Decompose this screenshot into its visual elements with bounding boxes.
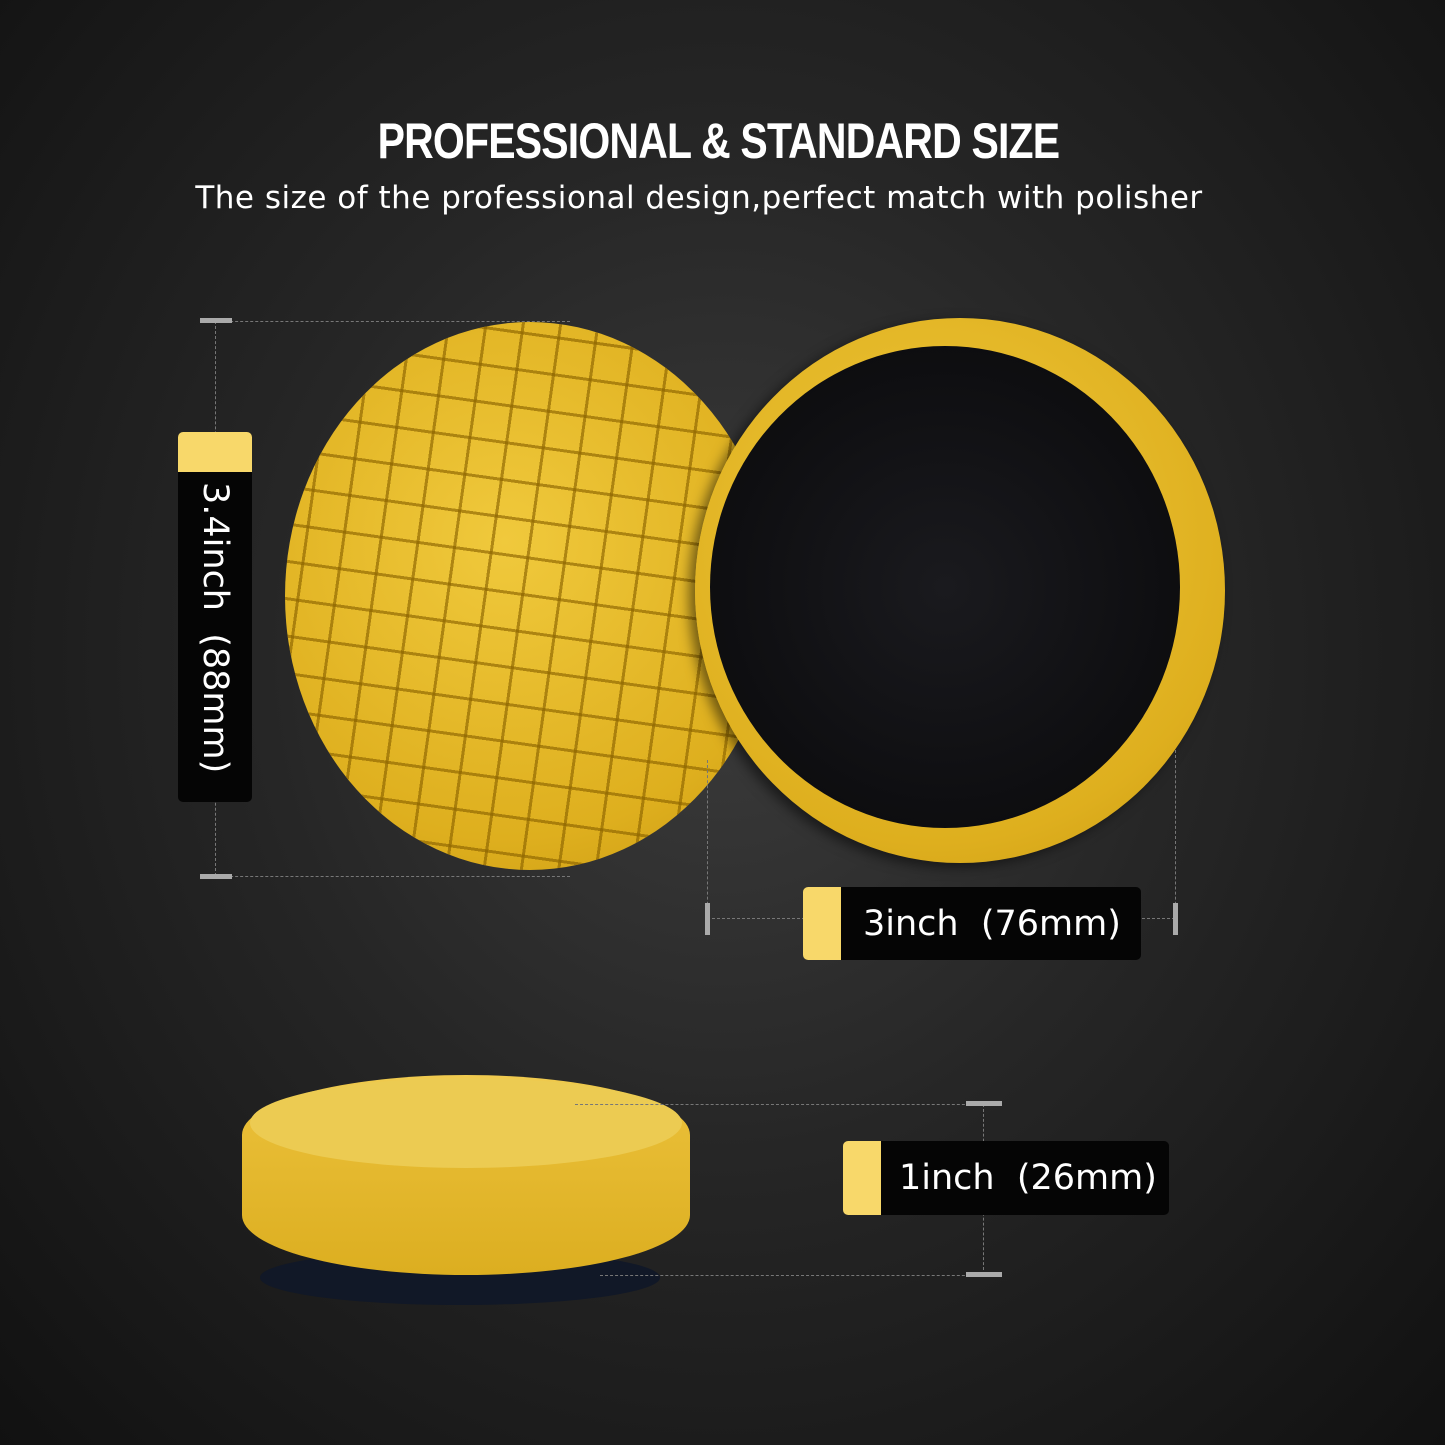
backing-label: 3inch (76mm) — [803, 887, 1141, 960]
dim-tick — [200, 318, 232, 323]
dim-tick — [200, 874, 232, 879]
dim-tick — [966, 1272, 1002, 1277]
backing-value: 3inch (76mm) — [863, 903, 1121, 944]
dim-line — [707, 760, 708, 930]
pad-side-top — [250, 1078, 682, 1168]
dim-line — [210, 321, 570, 322]
thickness-label: 1inch (26mm) — [843, 1141, 1169, 1215]
pad-front-image — [285, 322, 775, 870]
page-title: PROFESSIONAL & STANDARD SIZE — [377, 113, 1061, 169]
dim-line — [210, 876, 570, 877]
dim-tick — [966, 1101, 1002, 1106]
dim-line — [575, 1104, 995, 1105]
page-subtitle: The size of the professional design,perf… — [195, 180, 1203, 216]
diameter-value: 3.4inch (88mm) — [195, 482, 235, 774]
diameter-label: 3.4inch (88mm) — [178, 432, 252, 802]
thickness-value: 1inch (26mm) — [899, 1158, 1157, 1198]
pad-back-image — [695, 318, 1225, 863]
dim-line — [600, 1275, 995, 1276]
dim-line — [1175, 750, 1176, 930]
dim-tick — [1173, 903, 1178, 935]
velcro-backing — [710, 346, 1180, 828]
dim-tick — [705, 903, 710, 935]
